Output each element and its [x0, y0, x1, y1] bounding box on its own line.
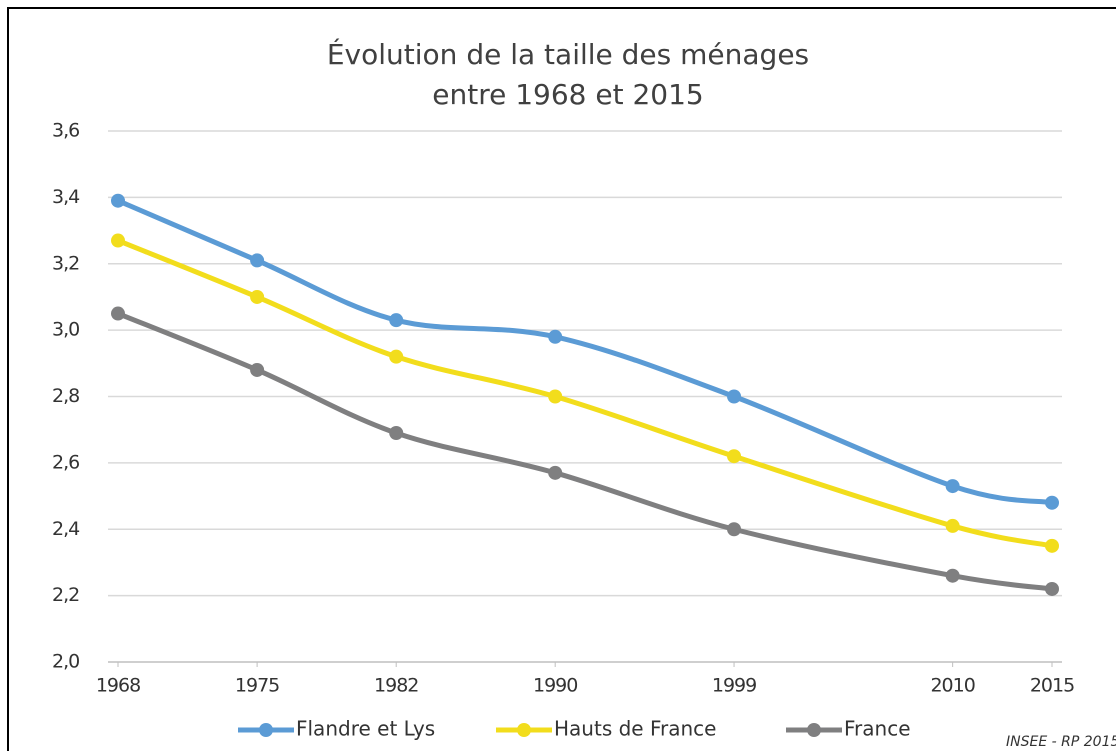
data-point — [945, 568, 960, 583]
data-point — [389, 349, 404, 364]
y-tick-label: 3,0 — [52, 319, 79, 341]
y-tick-label: 2,0 — [52, 651, 79, 673]
y-tick-label: 2,2 — [52, 584, 79, 606]
legend-label: Hauts de France — [554, 717, 716, 741]
data-point — [1045, 495, 1059, 510]
data-point — [727, 449, 742, 464]
frame — [7, 7, 1116, 751]
legend-marker — [259, 723, 273, 737]
x-tick-label: 1982 — [374, 675, 418, 697]
y-tick-label: 2,8 — [52, 385, 79, 407]
data-point — [1045, 538, 1059, 553]
x-tick-label: 1975 — [235, 675, 279, 697]
y-tick-label: 3,2 — [52, 252, 79, 274]
data-point — [250, 289, 265, 304]
y-tick-label: 3,6 — [52, 120, 79, 142]
data-point — [250, 362, 265, 377]
data-point — [1045, 581, 1059, 596]
data-point — [727, 389, 742, 404]
x-tick-label: 1990 — [533, 675, 577, 697]
data-point — [548, 389, 563, 404]
chart-title: entre 1968 et 2015 — [432, 78, 704, 111]
data-point — [945, 518, 960, 533]
chart-title: Évolution de la taille des ménages — [327, 37, 809, 71]
data-point — [111, 233, 125, 248]
y-tick-label: 2,4 — [52, 518, 80, 540]
legend-marker — [807, 723, 821, 737]
data-point — [250, 253, 265, 268]
data-point — [389, 313, 404, 328]
legend-label: France — [844, 717, 911, 741]
data-point — [548, 329, 563, 344]
legend-marker — [517, 723, 531, 737]
legend-label: Flandre et Lys — [296, 717, 435, 741]
data-point — [111, 306, 125, 321]
data-point — [389, 426, 404, 441]
x-tick-label: 1968 — [96, 675, 140, 697]
y-tick-label: 2,6 — [52, 451, 79, 473]
data-point — [727, 522, 742, 537]
x-tick-label: 1999 — [712, 675, 756, 697]
y-tick-label: 3,4 — [52, 186, 80, 208]
data-point — [945, 479, 960, 494]
data-point — [548, 465, 563, 480]
x-tick-label: 2015 — [1030, 675, 1074, 697]
source: INSEE - RP 2015 — [1006, 734, 1116, 750]
data-point — [111, 193, 125, 208]
x-tick-label: 2010 — [930, 675, 974, 697]
